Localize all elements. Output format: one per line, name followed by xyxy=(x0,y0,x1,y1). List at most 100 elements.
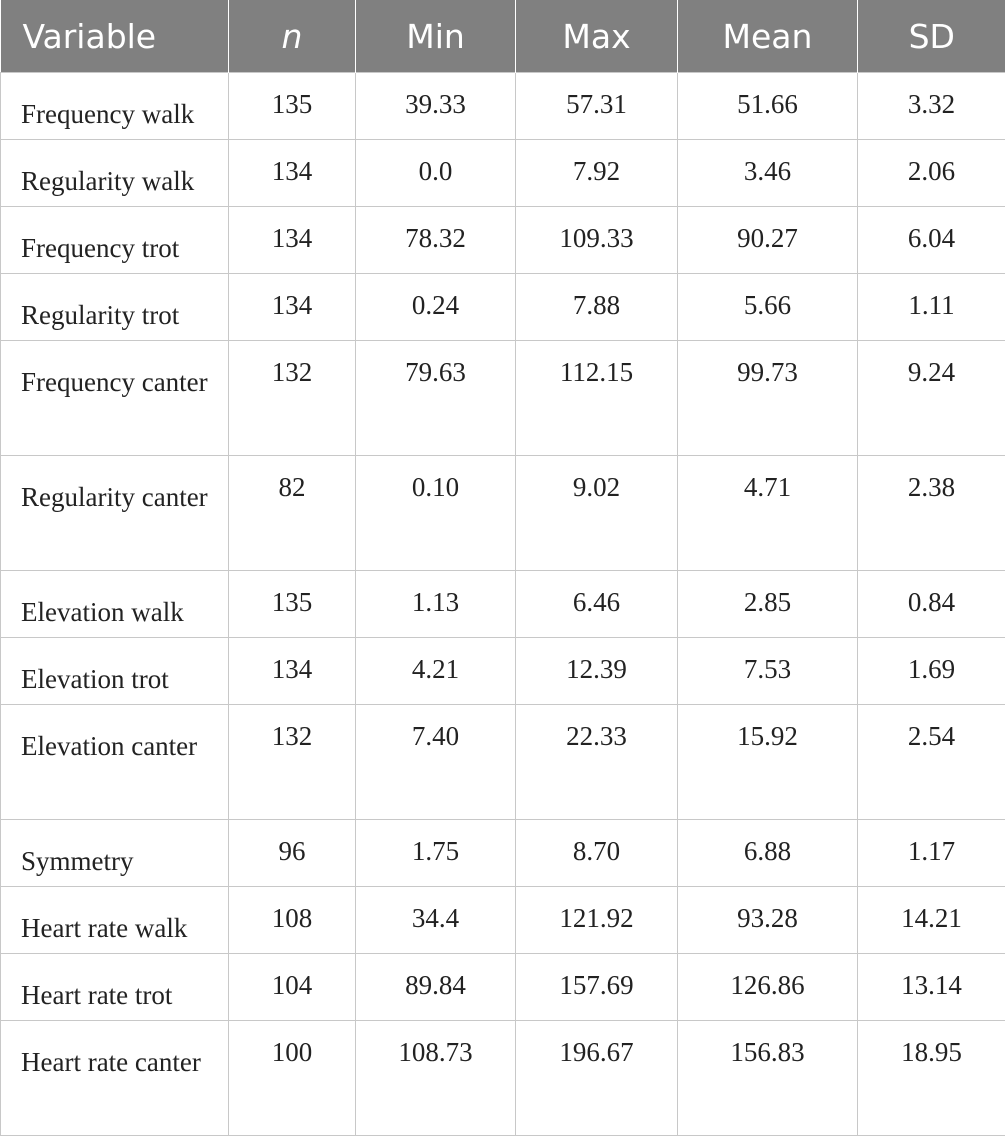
cell-max: 112.15 xyxy=(516,341,678,456)
cell-mean: 93.28 xyxy=(678,887,858,954)
cell-max: 7.88 xyxy=(516,274,678,341)
cell-sd: 1.69 xyxy=(858,638,1005,705)
cell-max: 121.92 xyxy=(516,887,678,954)
cell-n: 104 xyxy=(229,954,356,1021)
cell-max: 8.70 xyxy=(516,820,678,887)
table-header: Variable n Min Max Mean SD xyxy=(1,0,1005,73)
cell-variable: Elevation canter xyxy=(1,705,229,820)
cell-sd: 14.21 xyxy=(858,887,1005,954)
cell-mean: 156.83 xyxy=(678,1021,858,1136)
cell-max: 9.02 xyxy=(516,456,678,571)
cell-sd: 6.04 xyxy=(858,207,1005,274)
cell-sd: 13.14 xyxy=(858,954,1005,1021)
header-variable: Variable xyxy=(1,0,229,73)
header-n: n xyxy=(229,0,356,73)
header-min: Min xyxy=(356,0,516,73)
cell-max: 57.31 xyxy=(516,73,678,140)
cell-sd: 2.38 xyxy=(858,456,1005,571)
cell-max: 7.92 xyxy=(516,140,678,207)
cell-max: 6.46 xyxy=(516,571,678,638)
cell-min: 1.75 xyxy=(356,820,516,887)
cell-n: 135 xyxy=(229,73,356,140)
cell-n: 134 xyxy=(229,140,356,207)
cell-n: 135 xyxy=(229,571,356,638)
cell-variable: Heart rate walk xyxy=(1,887,229,954)
header-mean: Mean xyxy=(678,0,858,73)
cell-mean: 4.71 xyxy=(678,456,858,571)
cell-mean: 5.66 xyxy=(678,274,858,341)
cell-n: 96 xyxy=(229,820,356,887)
cell-mean: 15.92 xyxy=(678,705,858,820)
cell-max: 22.33 xyxy=(516,705,678,820)
cell-n: 108 xyxy=(229,887,356,954)
cell-n: 82 xyxy=(229,456,356,571)
cell-min: 39.33 xyxy=(356,73,516,140)
cell-sd: 1.11 xyxy=(858,274,1005,341)
header-sd: SD xyxy=(858,0,1005,73)
cell-n: 132 xyxy=(229,341,356,456)
cell-min: 4.21 xyxy=(356,638,516,705)
cell-variable: Elevation trot xyxy=(1,638,229,705)
cell-min: 0.24 xyxy=(356,274,516,341)
cell-variable: Frequency walk xyxy=(1,73,229,140)
cell-mean: 90.27 xyxy=(678,207,858,274)
cell-mean: 2.85 xyxy=(678,571,858,638)
cell-min: 34.4 xyxy=(356,887,516,954)
cell-n: 132 xyxy=(229,705,356,820)
cell-min: 7.40 xyxy=(356,705,516,820)
cell-variable: Regularity canter xyxy=(1,456,229,571)
cell-min: 1.13 xyxy=(356,571,516,638)
cell-min: 89.84 xyxy=(356,954,516,1021)
cell-min: 0.10 xyxy=(356,456,516,571)
cell-mean: 6.88 xyxy=(678,820,858,887)
cell-n: 100 xyxy=(229,1021,356,1136)
cell-n: 134 xyxy=(229,274,356,341)
cell-n: 134 xyxy=(229,207,356,274)
cell-variable: Heart rate trot xyxy=(1,954,229,1021)
cell-sd: 9.24 xyxy=(858,341,1005,456)
cell-min: 0.0 xyxy=(356,140,516,207)
cell-max: 12.39 xyxy=(516,638,678,705)
cell-mean: 3.46 xyxy=(678,140,858,207)
cell-max: 109.33 xyxy=(516,207,678,274)
cell-variable: Regularity trot xyxy=(1,274,229,341)
cell-variable: Heart rate canter xyxy=(1,1021,229,1136)
cell-mean: 7.53 xyxy=(678,638,858,705)
header-max: Max xyxy=(516,0,678,73)
cell-mean: 51.66 xyxy=(678,73,858,140)
cell-variable: Frequency canter xyxy=(1,341,229,456)
cell-variable: Elevation walk xyxy=(1,571,229,638)
cell-max: 196.67 xyxy=(516,1021,678,1136)
cell-min: 108.73 xyxy=(356,1021,516,1136)
cell-variable: Frequency trot xyxy=(1,207,229,274)
cell-mean: 99.73 xyxy=(678,341,858,456)
cell-sd: 1.17 xyxy=(858,820,1005,887)
cell-min: 79.63 xyxy=(356,341,516,456)
cell-sd: 18.95 xyxy=(858,1021,1005,1136)
cell-n: 134 xyxy=(229,638,356,705)
cell-variable: Symmetry xyxy=(1,820,229,887)
cell-sd: 0.84 xyxy=(858,571,1005,638)
cell-mean: 126.86 xyxy=(678,954,858,1021)
cell-max: 157.69 xyxy=(516,954,678,1021)
cell-sd: 3.32 xyxy=(858,73,1005,140)
cell-sd: 2.06 xyxy=(858,140,1005,207)
cell-min: 78.32 xyxy=(356,207,516,274)
header-row: Variable n Min Max Mean SD xyxy=(1,0,1005,73)
cell-sd: 2.54 xyxy=(858,705,1005,820)
cell-variable: Regularity walk xyxy=(1,140,229,207)
